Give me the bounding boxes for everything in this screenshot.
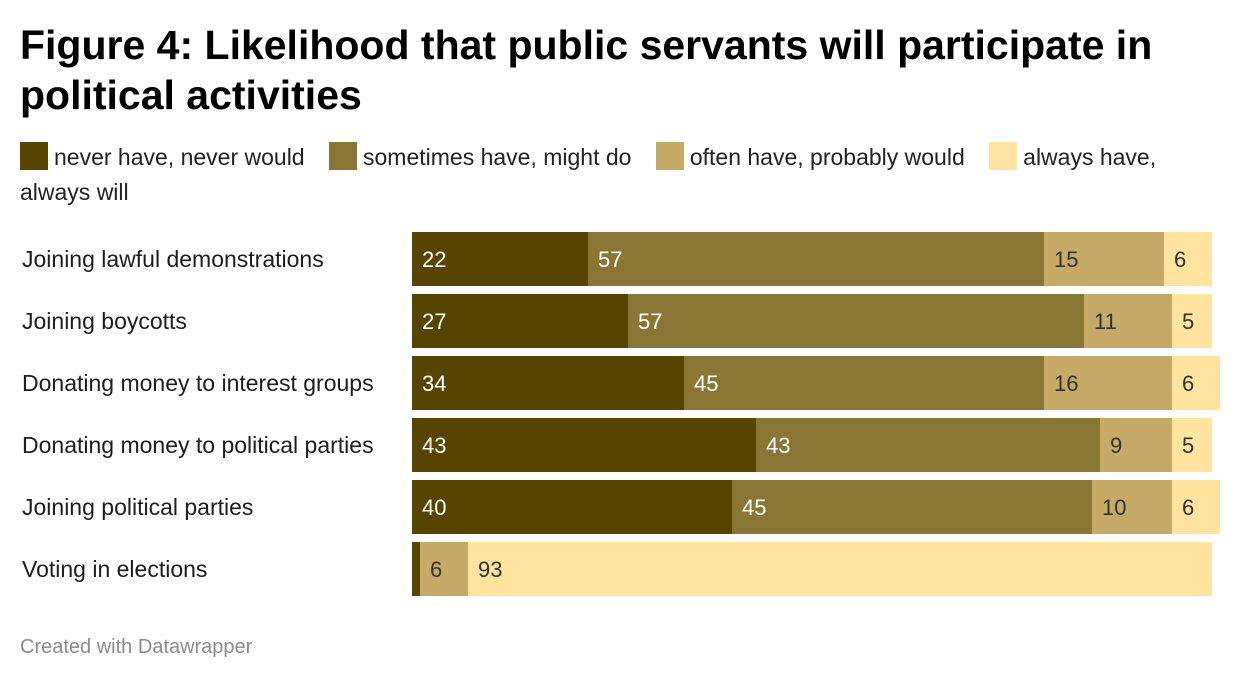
data-label: 6: [430, 557, 442, 582]
bar-segment-sometimes: [628, 294, 1084, 348]
bar-row-voting-in-elections: Voting in elections 6 93: [22, 542, 1212, 596]
bar-segment-always: [1172, 480, 1220, 534]
bar-segment-often: [1092, 480, 1172, 534]
bar-segment-never: [412, 542, 420, 596]
bar-segment-often: [1044, 356, 1172, 410]
legend-item-sometimes: sometimes have, might do: [329, 142, 632, 170]
legend-swatch-always: [989, 142, 1018, 170]
data-label: 16: [1054, 371, 1078, 396]
data-label: 43: [422, 433, 446, 458]
legend-label-never: never have, never would: [54, 144, 305, 170]
data-label: 9: [1110, 433, 1122, 458]
data-label: 15: [1054, 247, 1078, 272]
bar-segment-never: [412, 480, 732, 534]
footer-credit: Created with Datawrapper: [20, 636, 253, 658]
legend-item-never: never have, never would: [20, 142, 305, 170]
bar-segment-never: [412, 232, 588, 286]
bar-segment-never: [412, 418, 756, 472]
data-label: 45: [742, 495, 766, 520]
bar-segment-sometimes: [684, 356, 1044, 410]
bar-row-joining-political-parties: Joining political parties 40 45 10 6: [22, 480, 1220, 534]
bar-row-donating-money-to-political-parties: Donating money to political parties 43 43 9…: [22, 418, 1212, 472]
bar-segment-always: [1172, 356, 1220, 410]
bar-segment-often: [1084, 294, 1172, 348]
bar-row-donating-money-to-interest-groups: Donating money to interest groups 34 45 16 6: [22, 356, 1220, 410]
data-label: 5: [1182, 309, 1194, 334]
data-label: 45: [694, 371, 718, 396]
bar-segment-often: [1100, 418, 1172, 472]
bar-segment-often: [1044, 232, 1164, 286]
legend-item-always: always have, always will: [20, 142, 1157, 205]
bar-segment-always: [1164, 232, 1212, 286]
bar-segment-never: [412, 356, 684, 410]
legend-label-always: always have, always will: [20, 144, 1157, 205]
data-label: 34: [422, 371, 446, 396]
data-label: 40: [422, 495, 446, 520]
bar-row-joining-boycotts: Joining boycotts 27 57 11 5: [22, 294, 1212, 348]
data-label: 57: [638, 309, 662, 334]
bar-segment-always: [468, 542, 1212, 596]
legend: never have, never would sometimes have, …: [20, 140, 1210, 210]
category-label: Donating money to political parties: [22, 432, 374, 458]
category-label: Joining political parties: [22, 494, 253, 520]
chart-title: Figure 4: Likelihood that public servant…: [20, 22, 1153, 118]
bar-segment-sometimes: [732, 480, 1092, 534]
data-label: 11: [1094, 309, 1117, 334]
bar-segment-never: [412, 294, 628, 348]
data-label: 27: [422, 309, 446, 334]
bar-segment-sometimes: [588, 232, 1044, 286]
legend-swatch-never: [20, 142, 48, 170]
legend-label-often: often have, probably would: [689, 144, 965, 170]
data-label: 22: [422, 247, 446, 272]
data-label: 57: [598, 247, 622, 272]
legend-item-often: often have, probably would: [655, 142, 965, 170]
category-label: Donating money to interest groups: [22, 370, 374, 396]
bar-segment-often: [420, 542, 468, 596]
data-label: 43: [766, 433, 790, 458]
legend-label-sometimes: sometimes have, might do: [363, 144, 632, 170]
category-label: Joining lawful demonstrations: [22, 246, 324, 272]
legend-swatch-often: [655, 142, 684, 170]
data-label: 93: [478, 557, 502, 582]
bar-row-joining-lawful-demonstrations: Joining lawful demonstrations 22 57 15 6: [22, 232, 1212, 286]
bar-segment-sometimes: [756, 418, 1100, 472]
category-label: Voting in elections: [22, 556, 207, 582]
legend-swatch-sometimes: [329, 142, 357, 170]
data-label: 6: [1182, 495, 1194, 520]
category-label: Joining boycotts: [22, 308, 187, 334]
bar-segment-always: [1172, 294, 1212, 348]
data-label: 6: [1174, 247, 1186, 272]
data-label: 5: [1182, 433, 1194, 458]
bar-segment-always: [1172, 418, 1212, 472]
data-label: 6: [1182, 371, 1194, 396]
data-label: 10: [1102, 495, 1126, 520]
